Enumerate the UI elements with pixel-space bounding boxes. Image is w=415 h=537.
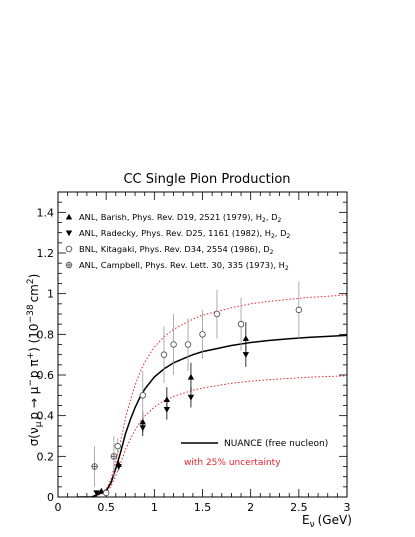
point-triangle-up bbox=[163, 396, 171, 402]
point-circle-open bbox=[139, 392, 147, 399]
legend-entry: ANL, Campbell, Phys. Rev. Lett. 30, 335 … bbox=[79, 260, 289, 272]
y-tick-label: 1.4 bbox=[37, 206, 55, 219]
point-circle-open bbox=[237, 320, 245, 328]
y-tick-label: 1.2 bbox=[37, 247, 55, 260]
x-tick-label: 2.5 bbox=[290, 501, 308, 514]
point-triangle-up bbox=[187, 373, 195, 380]
x-tick-label: 3 bbox=[344, 501, 351, 514]
point-triangle-down bbox=[115, 463, 122, 470]
point-triangle-down bbox=[187, 394, 195, 401]
y-tick-label: 0.6 bbox=[37, 369, 55, 382]
lower-uncertainty-curve bbox=[77, 375, 347, 497]
y-tick-label: 0.4 bbox=[37, 410, 55, 423]
x-axis-label: Eν (GeV) bbox=[302, 513, 352, 530]
x-axis-ticks: 0 0.5 1 1.5 2 2.5 3 bbox=[55, 192, 351, 514]
point-cross bbox=[91, 463, 98, 470]
point-triangle-down bbox=[139, 425, 146, 432]
y-tick-label: 0 bbox=[47, 491, 54, 504]
curve-legend-label: NUANCE (free nucleon) bbox=[224, 439, 328, 449]
point-circle-open bbox=[199, 331, 206, 338]
point-circle-open bbox=[102, 489, 110, 497]
data-points bbox=[91, 281, 303, 497]
x-tick-label: 1.5 bbox=[194, 501, 212, 514]
point-circle-open bbox=[184, 341, 192, 348]
legend-entry: ANL, Radecky, Phys. Rev. D25, 1161 (1982… bbox=[79, 228, 290, 240]
legend: ANL, Barish, Phys. Rev. D19, 2521 (1979)… bbox=[65, 212, 290, 272]
point-circle-open bbox=[160, 351, 168, 358]
x-tick-label: 0.5 bbox=[97, 501, 115, 514]
legend-entry: ANL, Barish, Phys. Rev. D19, 2521 (1979)… bbox=[79, 212, 282, 224]
point-circle-open bbox=[170, 341, 177, 348]
chart-title: CC Single Pion Production bbox=[123, 172, 290, 187]
curve-legend: NUANCE (free nucleon) with 25% uncertaint… bbox=[181, 439, 328, 468]
point-triangle-down bbox=[93, 490, 100, 497]
legend-entry: BNL, Kitagaki, Phys. Rev. D34, 2554 (198… bbox=[79, 244, 274, 256]
point-triangle-up bbox=[98, 487, 105, 494]
y-axis-ticks: 0 0.2 0.4 0.6 0.8 1 1.2 1.4 bbox=[37, 191, 347, 504]
point-circle-open bbox=[114, 442, 121, 450]
legend-marker-circle-open bbox=[65, 245, 73, 253]
x-tick-label: 0 bbox=[55, 501, 62, 514]
point-circle-open bbox=[213, 310, 221, 318]
point-cross bbox=[110, 453, 118, 460]
y-tick-label: 0.8 bbox=[37, 328, 55, 341]
point-triangle-down bbox=[163, 407, 171, 413]
legend-marker-cross bbox=[65, 261, 73, 269]
point-triangle-down bbox=[242, 352, 250, 358]
x-tick-label: 1 bbox=[151, 501, 158, 514]
legend-marker-triangle-up bbox=[65, 213, 73, 220]
y-tick-label: 0.2 bbox=[37, 450, 55, 463]
point-circle-open bbox=[295, 306, 303, 314]
point-triangle-up bbox=[242, 335, 250, 341]
y-axis-label: σ(νμp → μ−p π+) (10−38cm2) bbox=[26, 274, 44, 447]
x-tick-label: 2 bbox=[247, 501, 254, 514]
curve-legend-label: with 25% uncertainty bbox=[184, 458, 281, 468]
nuance-curve bbox=[77, 334, 347, 497]
y-tick-label: 1 bbox=[47, 288, 54, 301]
legend-marker-triangle-down bbox=[65, 230, 73, 237]
